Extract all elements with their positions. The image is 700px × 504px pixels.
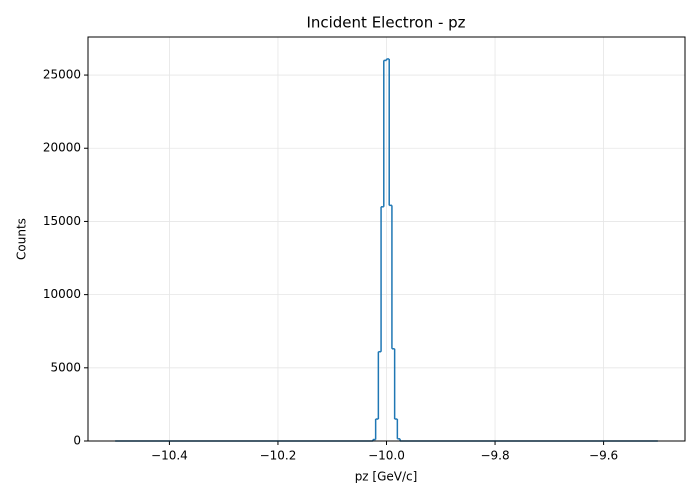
y-axis-label: Counts bbox=[15, 218, 29, 260]
y-tick-label: 0 bbox=[73, 434, 81, 448]
x-tick-label: −9.6 bbox=[589, 449, 618, 463]
y-tick-label: 25000 bbox=[43, 68, 81, 82]
x-tick-label: −9.8 bbox=[480, 449, 509, 463]
y-tick-label: 20000 bbox=[43, 141, 81, 155]
plot-frame bbox=[87, 36, 686, 442]
y-tick-label: 5000 bbox=[50, 360, 81, 374]
y-tick-label: 10000 bbox=[43, 287, 81, 301]
chart-title: Incident Electron - pz bbox=[306, 14, 465, 32]
y-tick-label: 15000 bbox=[43, 214, 81, 228]
x-tick-label: −10.0 bbox=[368, 449, 405, 463]
x-tick-label: −10.4 bbox=[151, 449, 188, 463]
x-axis-label: pz [GeV/c] bbox=[355, 470, 418, 484]
x-tick-label: −10.2 bbox=[260, 449, 297, 463]
